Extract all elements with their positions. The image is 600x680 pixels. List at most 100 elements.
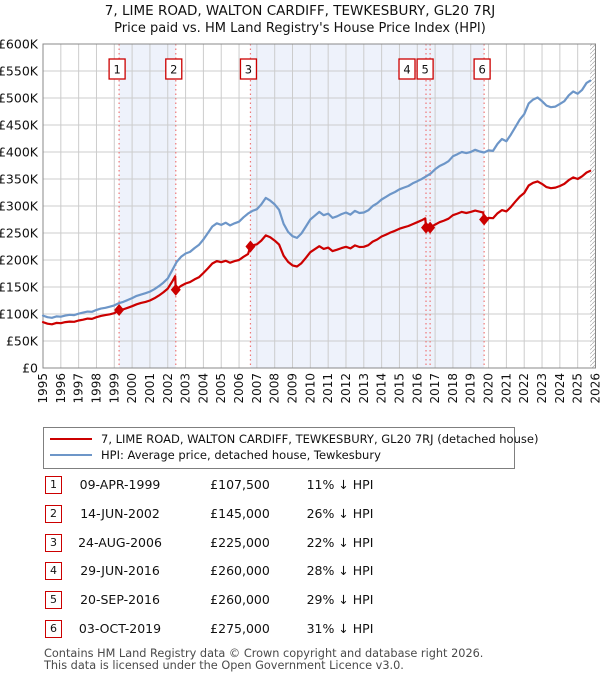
legend-label-property: 7, LIME ROAD, WALTON CARDIFF, TEWKESBURY… (101, 432, 539, 446)
x-tick-label: 2005 (214, 373, 228, 404)
price-chart: 1 2 3 4 5 6 £0 £50K £100K £150K £200K £250K £300K £35… (0, 37, 600, 404)
x-tick-label: 2012 (339, 373, 353, 404)
transaction-hpi-delta: 26% ↓ HPI (306, 505, 374, 521)
x-tick-label: 2021 (499, 373, 513, 404)
chart-title: 7, LIME ROAD, WALTON CARDIFF, TEWKESBURY… (104, 3, 496, 19)
x-tick-label: 1995 (36, 373, 50, 404)
y-tick-label: £50K (6, 334, 39, 349)
transaction-date: 29-JUN-2016 (80, 563, 160, 579)
sale-diamond (425, 221, 436, 234)
sale-diamond (479, 213, 490, 226)
x-tick-label: 2023 (535, 373, 549, 404)
transaction-number-badge: 2 (45, 504, 62, 523)
transaction-number-badge: 4 (45, 562, 62, 581)
x-tick-label: 2008 (268, 373, 282, 404)
x-tick-label: 2022 (517, 373, 531, 404)
sale-diamond (245, 240, 256, 253)
x-tick-label: 2019 (464, 373, 478, 404)
transaction-number-badge: 5 (45, 591, 62, 610)
transaction-number-badge: 3 (45, 533, 62, 552)
y-tick-label: £450K (0, 118, 39, 133)
transaction-price: £145,000 (210, 505, 270, 521)
x-tick-label: 2000 (125, 373, 139, 404)
transaction-number-badge: 1 (45, 476, 62, 494)
y-tick-label: £300K (0, 199, 39, 214)
x-tick-label: 2016 (410, 373, 424, 404)
transaction-hpi-delta: 29% ↓ HPI (306, 592, 374, 608)
x-tick-label: 2003 (179, 373, 193, 404)
x-tick-label: 1996 (54, 373, 68, 404)
footer-licence: This data is licensed under the Open Gov… (44, 659, 404, 672)
y-tick-label: £600K (0, 37, 39, 52)
plot-border (42, 43, 596, 369)
transaction-number-badge: 6 (45, 620, 62, 638)
transaction-price: £107,500 (210, 477, 270, 492)
y-tick-label: £350K (0, 172, 39, 187)
chart-subtitle: Price paid vs. HM Land Registry's House … (114, 21, 486, 36)
sale-marker-box-label: 1 (113, 63, 120, 77)
sale-marker-box (473, 58, 491, 80)
sale-marker-box-label: 2 (170, 63, 177, 77)
x-tick-label: 1998 (89, 373, 103, 404)
x-tick-label: 2024 (553, 373, 567, 404)
sale-marker-box (165, 58, 183, 80)
sale-marker-box (398, 58, 416, 80)
x-tick-label: 2002 (161, 373, 175, 404)
x-tick-label: 2014 (375, 373, 389, 404)
transaction-hpi-delta: 28% ↓ HPI (306, 563, 374, 579)
y-tick-label: £0 (22, 361, 38, 376)
x-tick-label: 2001 (143, 373, 157, 404)
x-tick-label: 1997 (72, 373, 86, 404)
transaction-price: £225,000 (210, 534, 270, 550)
x-tick-label: 2018 (446, 373, 460, 404)
transaction-hpi-delta: 22% ↓ HPI (306, 534, 374, 550)
y-tick-label: £550K (0, 64, 39, 79)
y-tick-label: £200K (0, 253, 39, 268)
x-tick-label: 2017 (428, 373, 442, 404)
transaction-hpi-delta: 11% ↓ HPI (306, 477, 374, 492)
sale-marker-box-label: 6 (478, 63, 485, 77)
transaction-price: £260,000 (210, 563, 270, 579)
x-tick-label: 2006 (232, 373, 246, 404)
transaction-date: 24-AUG-2006 (78, 534, 162, 550)
property-series-line (41, 169, 592, 326)
x-tick-label: 2025 (571, 373, 585, 404)
legend-item-hpi: HPI: Average price, detached house, Tewk… (44, 447, 514, 463)
transaction-date: 03-OCT-2019 (78, 621, 162, 636)
transaction-date: 20-SEP-2016 (80, 592, 160, 608)
x-tick-label: 2009 (286, 373, 300, 404)
y-tick-label: £150K (0, 280, 39, 295)
legend-label-hpi: HPI: Average price, detached house, Tewk… (101, 448, 381, 462)
sale-marker-box (239, 58, 258, 80)
transaction-date: 09-APR-1999 (79, 477, 161, 492)
y-tick-label: £250K (0, 226, 39, 241)
hpi-series-line (41, 79, 592, 319)
x-tick-label: 1999 (107, 373, 121, 404)
legend-item-property: 7, LIME ROAD, WALTON CARDIFF, TEWKESBURY… (44, 431, 538, 447)
transaction-price: £275,000 (210, 621, 270, 636)
x-tick-label: 2010 (303, 373, 317, 404)
x-tick-label: 2026 (589, 373, 600, 404)
x-tick-label: 2015 (392, 373, 406, 404)
sale-marker-box (108, 58, 126, 80)
x-tick-label: 2020 (482, 373, 496, 404)
x-tick-label: 2004 (196, 373, 210, 404)
legend: 7, LIME ROAD, WALTON CARDIFF, TEWKESBURY… (43, 427, 538, 469)
sale-diamond (114, 303, 125, 316)
sale-marker-box-label: 3 (245, 63, 252, 77)
hpi-line-swatch (50, 454, 92, 456)
y-tick-label: £500K (0, 91, 39, 106)
x-tick-label: 2011 (321, 373, 335, 404)
transaction-date: 14-JUN-2002 (80, 505, 160, 521)
x-tick-label: 2007 (250, 373, 264, 404)
y-tick-label: £100K (0, 307, 39, 322)
transaction-hpi-delta: 31% ↓ HPI (306, 621, 374, 636)
property-line-swatch (50, 438, 92, 440)
sale-marker-box-label: 5 (421, 63, 428, 77)
y-tick-label: £400K (0, 145, 39, 160)
sale-diamond (170, 283, 181, 296)
x-tick-label: 2013 (357, 373, 371, 404)
transaction-price: £260,000 (210, 592, 270, 608)
sale-marker-box-label: 4 (403, 63, 410, 77)
